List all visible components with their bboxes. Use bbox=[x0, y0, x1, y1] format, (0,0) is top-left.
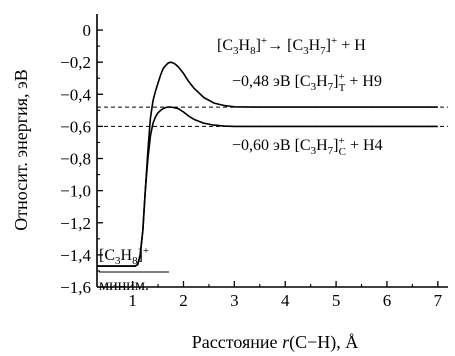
axis-ticks: 1 2 3 4 5 6 7 0 −0,2 −0,4 −0,6 −0,8 −1,0 −1,2 −1,4 −1,6 bbox=[60, 21, 442, 310]
minimum-annotation-line2: миним. bbox=[99, 277, 149, 294]
y-tick-label: −1,2 bbox=[60, 214, 91, 233]
series-line bbox=[97, 106, 438, 267]
upper-level-annotation: −0,48 эВ [C3H7]+ T + H9 bbox=[232, 71, 382, 94]
reaction-annotation: [C3H8]+→ [C3H7]+ + H bbox=[217, 35, 366, 57]
y-tick-label: −1,6 bbox=[60, 278, 91, 297]
y-tick-label: −0,6 bbox=[60, 117, 91, 136]
x-tick-label: 3 bbox=[230, 291, 239, 310]
y-axis-title: Относит. энергия, эВ bbox=[11, 69, 31, 230]
plot-axes bbox=[96, 14, 448, 288]
x-tick-label: 5 bbox=[332, 291, 341, 310]
x-axis-title: Расстояние r(C−H), Å bbox=[192, 332, 358, 353]
y-tick-label: −1,4 bbox=[60, 246, 91, 265]
y-tick-label: −0,2 bbox=[60, 53, 91, 72]
x-tick-label: 2 bbox=[179, 291, 188, 310]
y-tick-label: −0,8 bbox=[60, 150, 91, 169]
x-tick-label: 6 bbox=[383, 291, 392, 310]
minimum-annotation: [C3H8]+ bbox=[99, 245, 149, 267]
lower-level-annotation: −0,60 эВ [C3H7]+ C + H4 bbox=[232, 135, 383, 158]
y-tick-label: −0,4 bbox=[60, 85, 91, 104]
y-tick-label: 0 bbox=[83, 21, 92, 40]
y-tick-label: −1,0 bbox=[60, 182, 91, 201]
series-lines bbox=[97, 61, 438, 267]
x-tick-label: 1 bbox=[128, 291, 137, 310]
x-tick-label: 7 bbox=[434, 291, 443, 310]
x-tick-label: 4 bbox=[281, 291, 290, 310]
